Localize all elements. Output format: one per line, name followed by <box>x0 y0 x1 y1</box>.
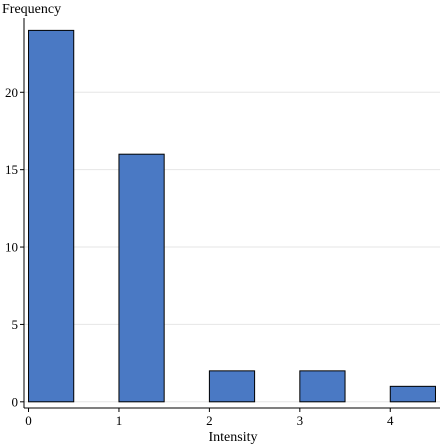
y-tick-label: 20 <box>5 85 18 100</box>
bars <box>28 29 436 403</box>
axes <box>23 18 440 409</box>
bar <box>208 370 256 403</box>
x-tick-label: 2 <box>206 413 213 428</box>
y-tick-label: 0 <box>12 394 19 409</box>
bar <box>389 385 436 403</box>
x-tick-label: 4 <box>387 413 394 428</box>
x-axis-label: Intensity <box>209 430 258 445</box>
grid-lines <box>24 91 440 403</box>
bar <box>299 370 346 403</box>
x-tick-label: 3 <box>297 413 304 428</box>
y-axis-label: Frequency <box>2 2 61 17</box>
bar <box>28 29 75 403</box>
y-tick-label: 15 <box>5 162 18 177</box>
x-tick-label: 1 <box>116 413 123 428</box>
y-tick-label: 5 <box>12 317 19 332</box>
bar <box>118 153 165 403</box>
y-tick-label: 10 <box>5 240 18 255</box>
x-ticks: 0 1 2 3 4 <box>25 408 394 428</box>
x-tick-label: 0 <box>25 413 32 428</box>
y-ticks: 0 5 10 15 20 <box>5 85 24 409</box>
